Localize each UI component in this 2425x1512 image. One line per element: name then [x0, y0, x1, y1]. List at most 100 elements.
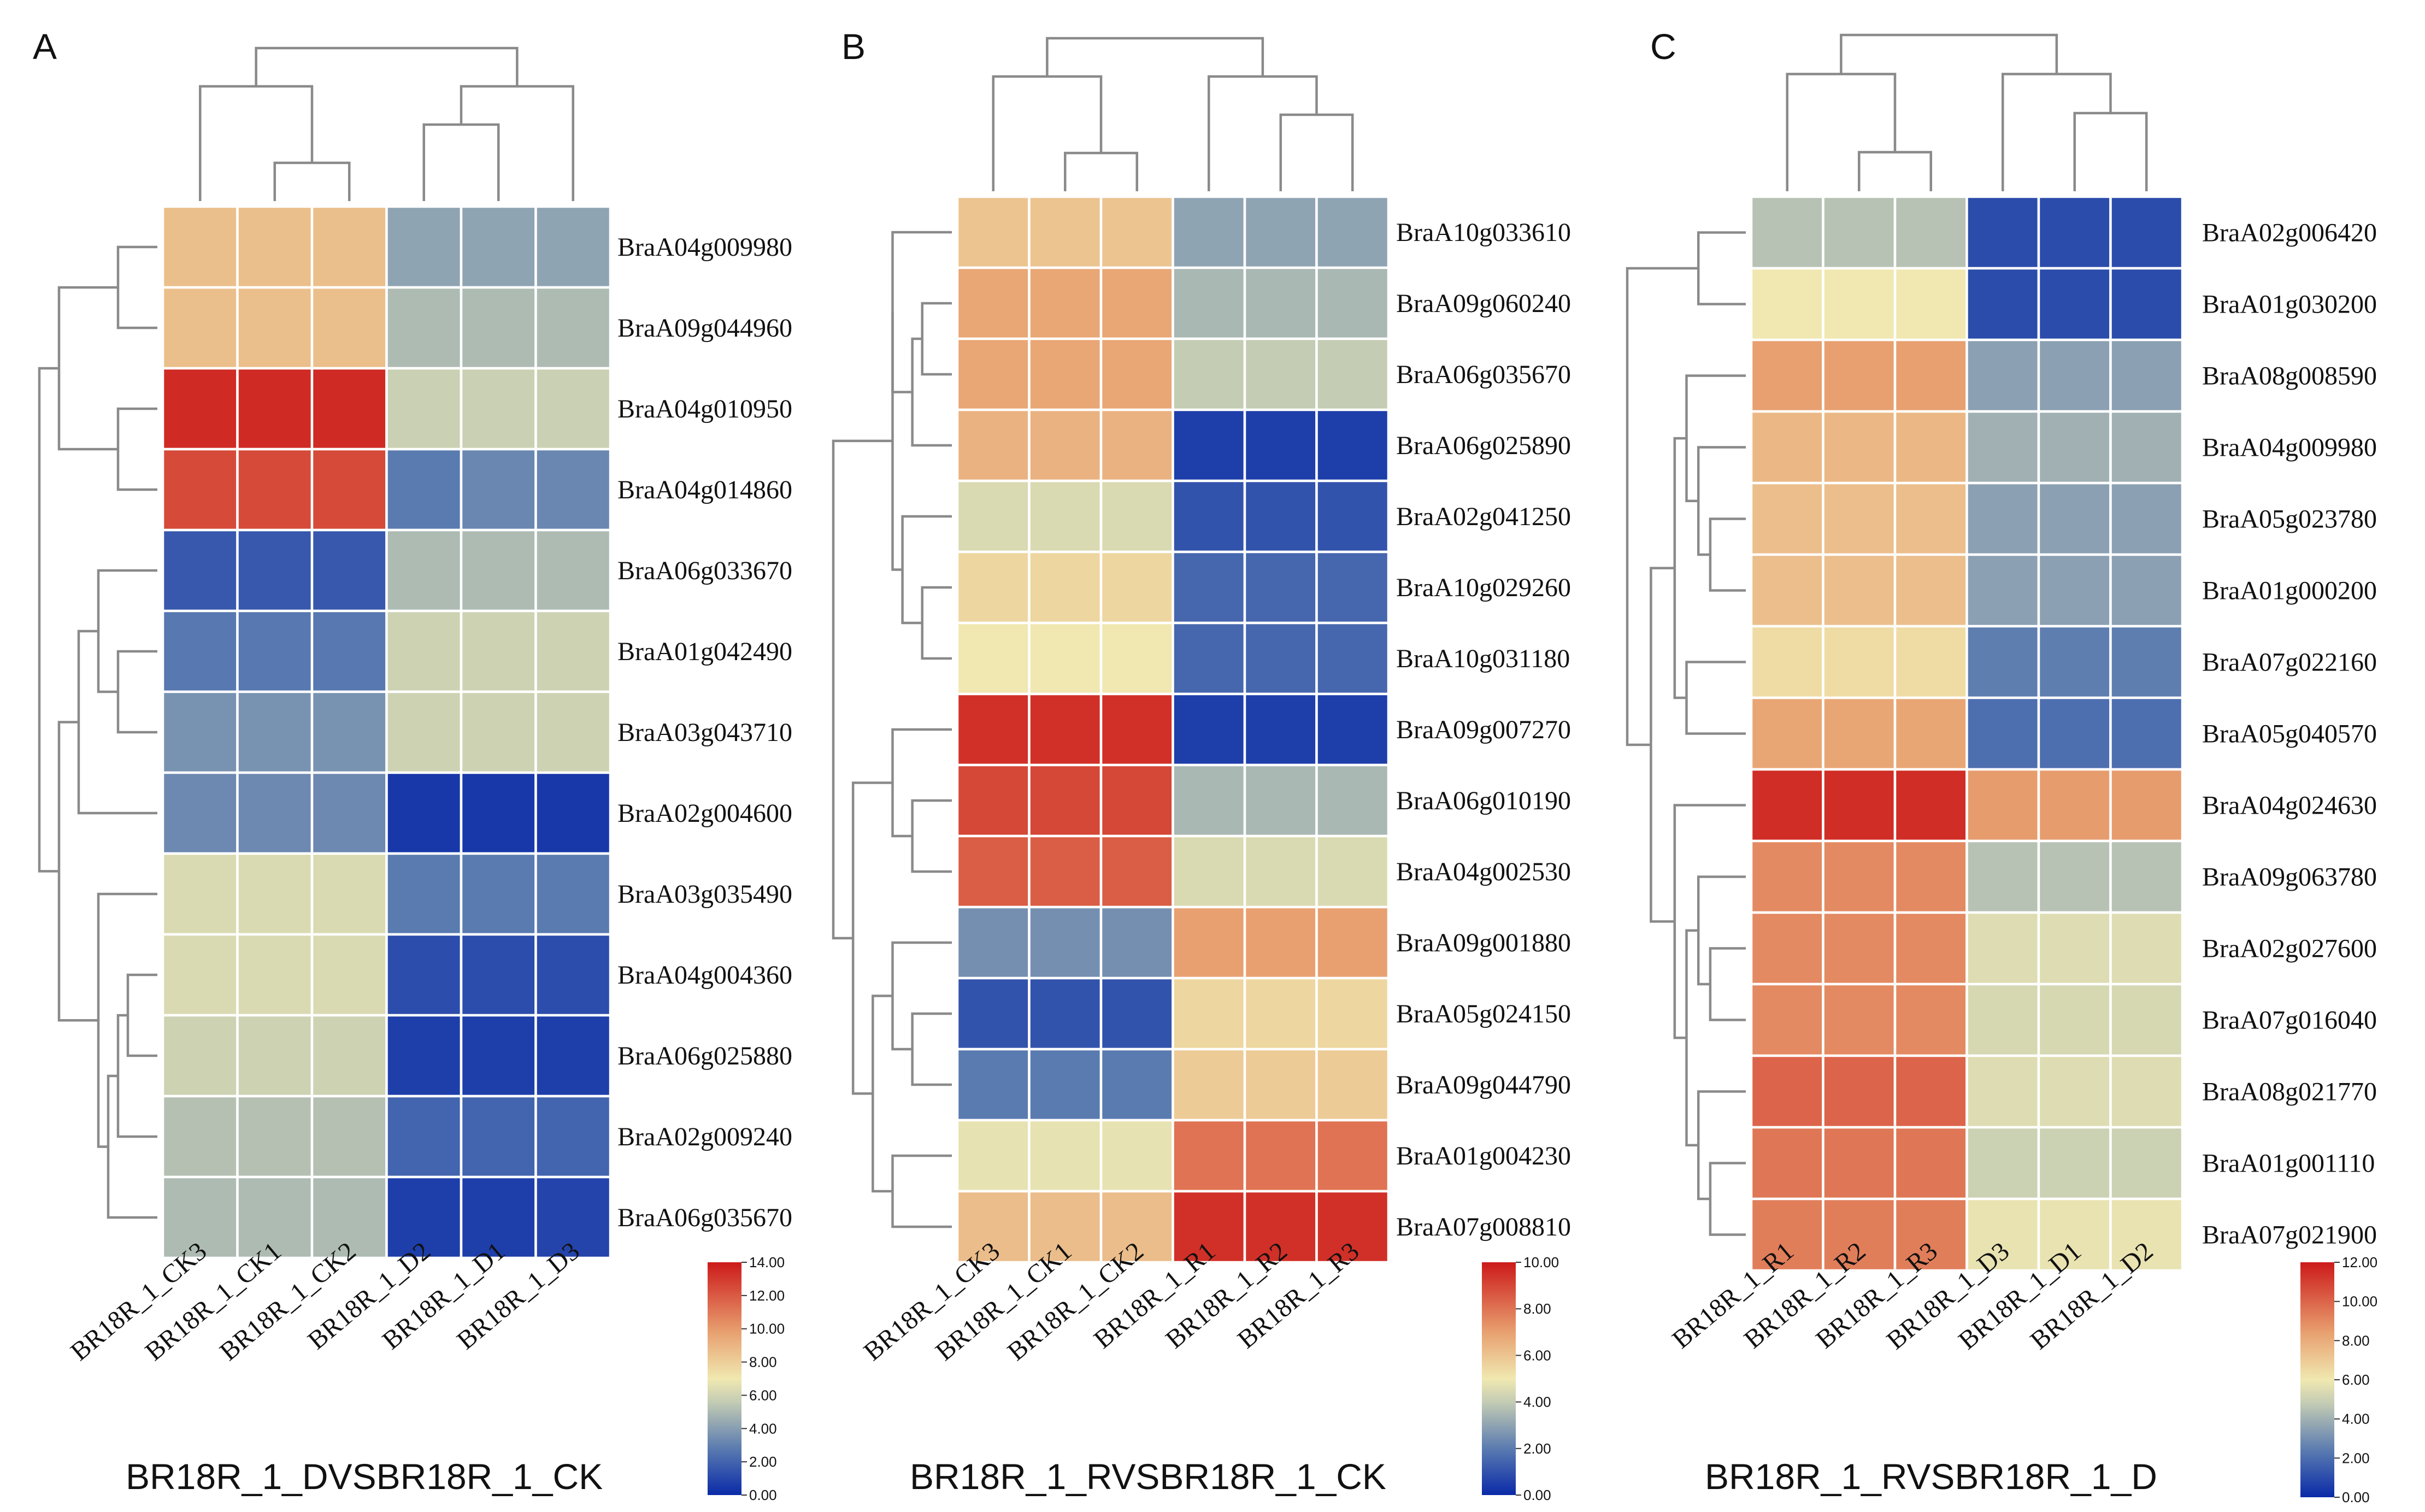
heatmap-cell	[534, 448, 612, 532]
column-dendrogram-branch	[2073, 111, 2148, 191]
heatmap-cell	[534, 771, 612, 855]
heatmap-cell	[1099, 408, 1174, 483]
column-dendrogram-branch	[1208, 75, 1318, 191]
column-dendrogram-branch	[1279, 113, 1354, 191]
color-scale-tick-label: 8.00	[2342, 1332, 2370, 1349]
heatmap-cell	[1099, 1190, 1174, 1264]
heatmap-cell	[1172, 550, 1246, 625]
heatmap-cell	[1965, 338, 2040, 413]
row-label: BraA09g044790	[1396, 1070, 1571, 1099]
heatmap-cell	[1099, 905, 1174, 980]
row-label: BraA03g035490	[617, 880, 792, 909]
heatmap-cell	[460, 205, 537, 289]
heatmap-cell	[1099, 337, 1174, 411]
heatmap-cell	[2037, 1054, 2112, 1129]
row-label: BraA01g000200	[2202, 576, 2377, 605]
heatmap-cell	[236, 1175, 314, 1260]
heatmap-cell	[2109, 768, 2184, 843]
heatmap-cell	[1315, 266, 1390, 340]
heatmap-cell	[385, 933, 463, 1017]
heatmap-cell	[1315, 976, 1390, 1051]
color-scale-tick-label: 0.00	[1523, 1487, 1551, 1503]
heatmap-cell	[385, 1095, 463, 1179]
heatmap-cell	[1172, 621, 1246, 696]
heatmap-cell	[534, 528, 612, 613]
panel-c: C BR18R_1_RVSBR18R_1_D BraA02g006420 BraA…	[1626, 26, 2377, 1505]
heatmap-cell	[460, 1014, 537, 1098]
heatmap-cell	[1750, 1126, 1824, 1201]
heatmap-cell	[1315, 834, 1390, 909]
row-label: BraA02g004600	[617, 799, 792, 828]
heatmap-cell	[460, 286, 537, 370]
row-dendrogram-branch	[921, 302, 952, 376]
heatmap-cell	[956, 1190, 1031, 1264]
column-dendrogram-branch	[2002, 73, 2112, 191]
heatmap-cell	[534, 1175, 612, 1260]
heatmap-cell	[956, 621, 1031, 696]
panel-title-b: BR18R_1_RVSBR18R_1_CK	[910, 1456, 1386, 1497]
heatmap-cell	[1893, 338, 1968, 413]
panel-b: B BR18R_1_RVSBR18R_1_CK BraA10g033610 Bra…	[832, 26, 1571, 1503]
heatmap-cell	[310, 852, 388, 936]
heatmap-cell	[956, 1119, 1031, 1193]
heatmap-cell	[1750, 1054, 1824, 1129]
row-dendrogram-branch	[97, 569, 157, 693]
heatmap-cell	[1750, 338, 1824, 413]
heatmap-cell	[2037, 768, 2112, 843]
heatmap-cell	[1172, 1119, 1246, 1193]
heatmap-cell	[161, 367, 239, 451]
heatmap-cell	[385, 448, 463, 532]
heatmap-cell	[236, 528, 314, 613]
row-dendrogram-branch	[116, 407, 157, 491]
row-dendrogram-branch	[38, 367, 59, 873]
row-dendrogram-branch	[901, 515, 952, 625]
column-dendrogram-branch	[460, 85, 574, 201]
row-label: BraA06g035670	[617, 1203, 792, 1232]
color-scale-tick-label: 4.00	[749, 1420, 777, 1437]
row-label: BraA04g009980	[617, 233, 792, 262]
panel-letter-a: A	[33, 26, 57, 67]
heatmap-cell	[956, 337, 1031, 411]
heatmap-cell	[2109, 1197, 2184, 1272]
row-label: BraA06g035670	[1396, 360, 1571, 389]
heatmap-cell	[2109, 625, 2184, 699]
row-label: BraA01g030200	[2202, 290, 2377, 319]
heatmap-cell	[1965, 410, 2040, 485]
heatmap-cell	[1028, 834, 1103, 909]
heatmap-cell	[236, 852, 314, 936]
heatmap-cell	[2109, 1126, 2184, 1201]
heatmap-cell	[1172, 337, 1246, 411]
row-label: BraA04g014860	[617, 475, 792, 504]
row-label: BraA07g008810	[1396, 1213, 1571, 1242]
heatmap-cell	[161, 609, 239, 693]
heatmap-cell	[1243, 763, 1318, 838]
row-dendrogram-branch	[1685, 374, 1746, 502]
heatmap-cell	[2037, 267, 2112, 342]
heatmap-cell	[1243, 266, 1318, 340]
heatmap-cell	[161, 1095, 239, 1179]
heatmap-cell	[1028, 195, 1103, 269]
row-dendrogram-branch	[1709, 1162, 1746, 1236]
heatmap-cell	[1965, 553, 2040, 628]
row-label: BraA03g043710	[617, 718, 792, 747]
column-dendrogram-branch	[1858, 151, 1932, 191]
heatmap-cell	[1243, 195, 1318, 269]
heatmap-cell	[2037, 839, 2112, 914]
row-dendrogram-branch	[911, 799, 952, 873]
heatmap-cell	[2037, 982, 2112, 1057]
heatmap-cell	[2037, 553, 2112, 628]
heatmap-cell	[161, 852, 239, 936]
heatmap-cell	[385, 1014, 463, 1098]
heatmap-cell	[1822, 982, 1897, 1057]
heatmap-cell	[2109, 1054, 2184, 1129]
row-label: BraA02g009240	[617, 1122, 792, 1151]
row-dendrogram-branch	[1697, 231, 1746, 305]
color-scale-tick-label: 12.00	[749, 1287, 785, 1304]
heatmap-cell	[1243, 408, 1318, 483]
heatmap-cell	[1965, 267, 2040, 342]
panel-letter-c: C	[1650, 26, 1676, 67]
heatmap-cell	[1099, 834, 1174, 909]
heatmap-cell	[534, 852, 612, 936]
heatmap-cell	[1099, 479, 1174, 554]
heatmap-cell	[956, 976, 1031, 1051]
